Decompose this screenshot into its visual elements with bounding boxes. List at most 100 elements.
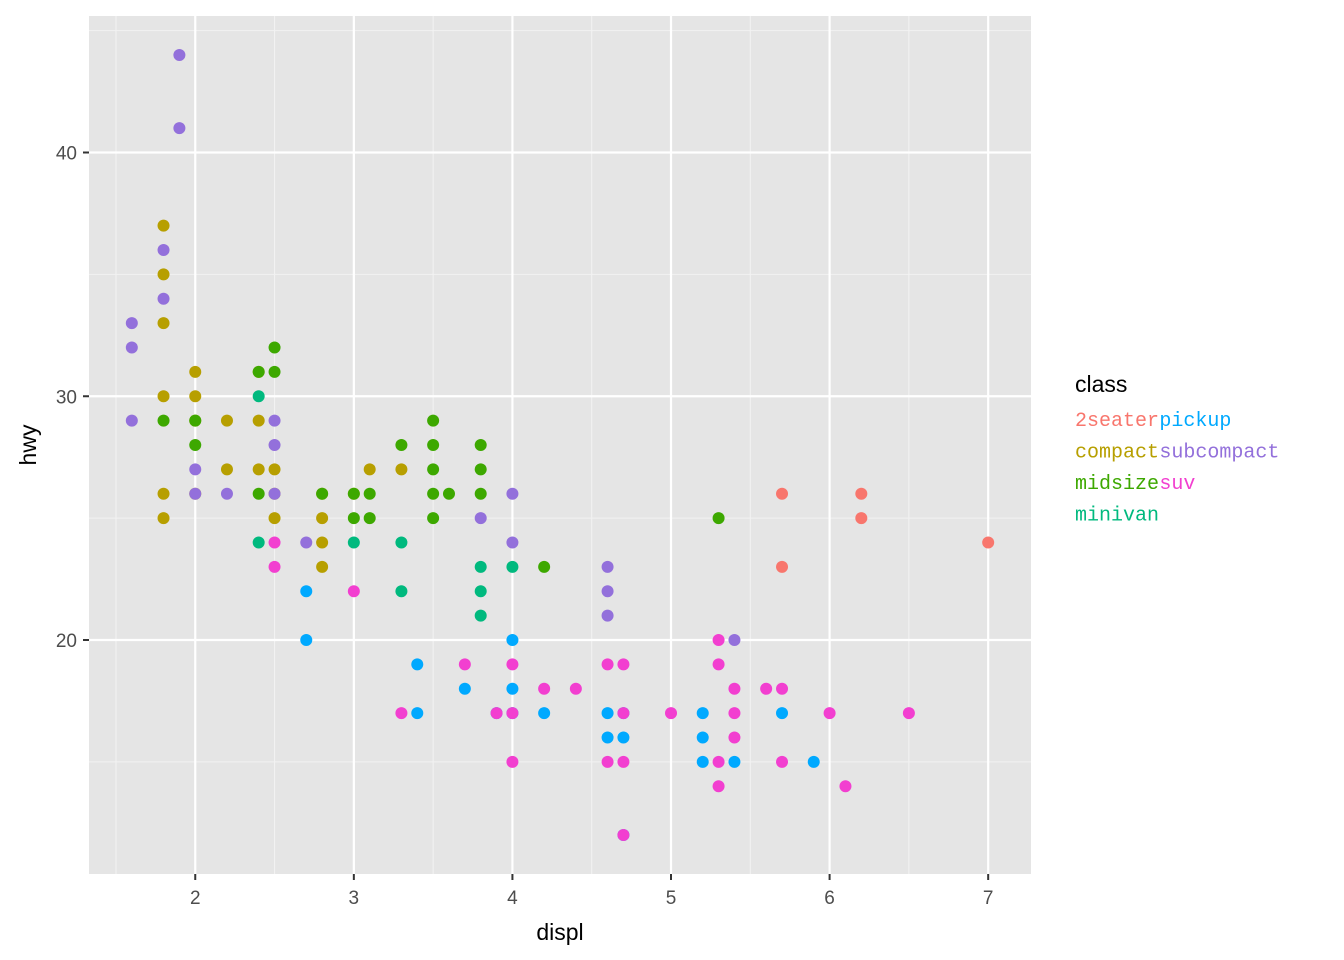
data-point-midsize bbox=[427, 414, 440, 427]
data-point-compact bbox=[157, 317, 170, 330]
data-point-suv bbox=[347, 585, 360, 598]
data-point-subcompact bbox=[601, 585, 614, 598]
data-point-pickup bbox=[807, 755, 820, 768]
data-point-midsize bbox=[474, 487, 487, 500]
data-point-midsize bbox=[268, 341, 281, 354]
data-point-pickup bbox=[411, 658, 424, 671]
data-point-pickup bbox=[506, 634, 519, 646]
x-tick-label: 6 bbox=[824, 888, 835, 909]
x-tick-label: 5 bbox=[666, 888, 677, 909]
data-point-subcompact bbox=[601, 609, 614, 622]
data-point-subcompact bbox=[173, 122, 186, 135]
data-point-midsize bbox=[189, 414, 202, 427]
data-point-subcompact bbox=[300, 536, 313, 549]
data-points bbox=[125, 49, 995, 841]
data-point-pickup bbox=[696, 731, 709, 744]
data-point-midsize bbox=[395, 439, 408, 451]
data-point-suv bbox=[712, 780, 725, 793]
data-point-subcompact bbox=[220, 487, 233, 500]
x-axis-title: displ bbox=[536, 919, 583, 945]
data-point-subcompact bbox=[189, 487, 202, 500]
legend-label-suv: suv bbox=[1159, 473, 1195, 496]
data-point-compact bbox=[252, 463, 265, 476]
data-point-pickup bbox=[696, 707, 709, 720]
data-point-pickup bbox=[617, 731, 630, 744]
data-point-suv bbox=[490, 707, 503, 720]
data-point-minivan bbox=[506, 560, 519, 573]
x-tick-label: 7 bbox=[983, 888, 994, 909]
data-point-midsize bbox=[252, 365, 265, 378]
data-point-suv bbox=[728, 707, 741, 720]
data-point-suv bbox=[902, 707, 915, 720]
data-point-minivan bbox=[252, 390, 265, 403]
data-point-pickup bbox=[601, 707, 614, 720]
x-tick-label: 4 bbox=[507, 888, 518, 909]
data-point-minivan bbox=[474, 609, 487, 622]
data-point-2seater bbox=[855, 487, 868, 500]
data-point-subcompact bbox=[173, 49, 186, 61]
data-point-minivan bbox=[395, 536, 408, 549]
data-point-midsize bbox=[268, 365, 281, 378]
data-point-suv bbox=[665, 707, 678, 720]
data-point-midsize bbox=[712, 512, 725, 525]
data-point-pickup bbox=[300, 585, 313, 598]
data-point-compact bbox=[189, 365, 202, 378]
data-point-minivan bbox=[347, 536, 360, 549]
data-point-suv bbox=[823, 707, 836, 720]
data-point-midsize bbox=[316, 487, 329, 500]
data-point-minivan bbox=[395, 585, 408, 598]
y-tick-label: 40 bbox=[56, 144, 77, 165]
x-axis: 2 3 4 5 6 7 bbox=[190, 874, 994, 909]
data-point-pickup bbox=[601, 731, 614, 744]
data-point-compact bbox=[189, 390, 202, 403]
data-point-suv bbox=[712, 634, 725, 646]
data-point-minivan bbox=[474, 585, 487, 598]
data-point-midsize bbox=[538, 560, 551, 573]
data-point-compact bbox=[395, 463, 408, 476]
data-point-suv bbox=[506, 658, 519, 671]
data-point-subcompact bbox=[601, 560, 614, 573]
data-point-subcompact bbox=[125, 317, 138, 330]
data-point-compact bbox=[220, 414, 233, 427]
data-point-suv bbox=[712, 658, 725, 671]
plot-panel bbox=[89, 16, 1031, 874]
data-point-pickup bbox=[411, 707, 424, 720]
major-gridlines bbox=[89, 16, 1031, 874]
minor-gridlines bbox=[89, 16, 1031, 874]
data-point-2seater bbox=[776, 560, 789, 573]
legend-label-pickup: pickup bbox=[1159, 410, 1231, 433]
data-point-pickup bbox=[728, 755, 741, 768]
data-point-compact bbox=[268, 463, 281, 476]
data-point-compact bbox=[157, 487, 170, 500]
data-point-midsize bbox=[474, 463, 487, 476]
data-point-compact bbox=[316, 512, 329, 525]
data-point-compact bbox=[316, 536, 329, 549]
data-point-compact bbox=[157, 219, 170, 232]
data-point-2seater bbox=[982, 536, 995, 549]
data-point-pickup bbox=[458, 682, 471, 695]
data-point-suv bbox=[268, 560, 281, 573]
data-point-2seater bbox=[855, 512, 868, 525]
data-point-suv bbox=[728, 731, 741, 744]
data-point-suv bbox=[839, 780, 852, 793]
data-point-compact bbox=[363, 463, 376, 476]
data-point-pickup bbox=[300, 634, 313, 646]
data-point-midsize bbox=[347, 487, 360, 500]
data-point-suv bbox=[569, 682, 582, 695]
data-point-subcompact bbox=[125, 414, 138, 427]
data-point-subcompact bbox=[189, 463, 202, 476]
data-point-compact bbox=[157, 512, 170, 525]
data-point-midsize bbox=[157, 414, 170, 427]
data-point-midsize bbox=[427, 512, 440, 525]
data-point-midsize bbox=[252, 487, 265, 500]
y-axis-title: hwy bbox=[15, 424, 41, 465]
data-point-subcompact bbox=[157, 244, 170, 256]
data-point-2seater bbox=[776, 487, 789, 500]
data-point-subcompact bbox=[268, 439, 281, 451]
y-tick-label: 30 bbox=[56, 387, 77, 408]
data-point-suv bbox=[776, 755, 789, 768]
data-point-suv bbox=[268, 536, 281, 549]
data-point-midsize bbox=[363, 487, 376, 500]
legend-label-2seater: 2seater bbox=[1075, 410, 1159, 433]
data-point-suv bbox=[617, 707, 630, 720]
